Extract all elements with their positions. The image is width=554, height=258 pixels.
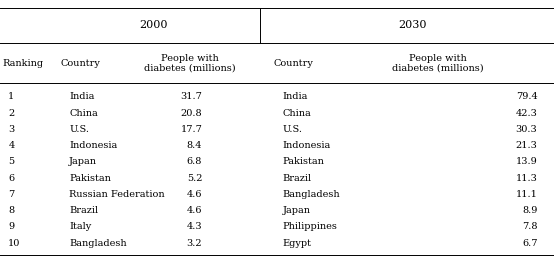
Text: Country: Country	[274, 59, 314, 68]
Text: 20.8: 20.8	[181, 109, 202, 117]
Text: 6: 6	[8, 174, 14, 182]
Text: 79.4: 79.4	[516, 92, 537, 101]
Text: Japan: Japan	[69, 157, 98, 166]
Text: 5.2: 5.2	[187, 174, 202, 182]
Text: Philippines: Philippines	[283, 222, 337, 231]
Text: 11.1: 11.1	[516, 190, 537, 199]
Text: 3: 3	[8, 125, 14, 134]
Text: U.S.: U.S.	[283, 125, 302, 134]
Text: Pakistan: Pakistan	[69, 174, 111, 182]
Text: 5: 5	[8, 157, 14, 166]
Text: 3.2: 3.2	[187, 239, 202, 247]
Text: 6.8: 6.8	[187, 157, 202, 166]
Text: 8.9: 8.9	[522, 206, 537, 215]
Text: 17.7: 17.7	[181, 125, 202, 134]
Text: 31.7: 31.7	[181, 92, 202, 101]
Text: Country: Country	[60, 59, 100, 68]
Text: Brazil: Brazil	[283, 174, 312, 182]
Text: Bangladesh: Bangladesh	[283, 190, 340, 199]
Text: People with
diabetes (millions): People with diabetes (millions)	[144, 53, 235, 73]
Text: 7.8: 7.8	[522, 222, 537, 231]
Text: 2: 2	[8, 109, 14, 117]
Text: 7: 7	[8, 190, 14, 199]
Text: Ranking: Ranking	[3, 59, 44, 68]
Text: 4.6: 4.6	[187, 206, 202, 215]
Text: 8.4: 8.4	[187, 141, 202, 150]
Text: 6.7: 6.7	[522, 239, 537, 247]
Text: India: India	[69, 92, 95, 101]
Text: China: China	[283, 109, 311, 117]
Text: Indonesia: Indonesia	[69, 141, 117, 150]
Text: 13.9: 13.9	[516, 157, 537, 166]
Text: U.S.: U.S.	[69, 125, 89, 134]
Text: Japan: Japan	[283, 206, 311, 215]
Text: 10: 10	[8, 239, 20, 247]
Text: 11.3: 11.3	[516, 174, 537, 182]
Text: Indonesia: Indonesia	[283, 141, 331, 150]
Text: 1: 1	[8, 92, 14, 101]
Text: Russian Federation: Russian Federation	[69, 190, 165, 199]
Text: 4: 4	[8, 141, 14, 150]
Text: 4.3: 4.3	[187, 222, 202, 231]
Text: 21.3: 21.3	[516, 141, 537, 150]
Text: 8: 8	[8, 206, 14, 215]
Text: China: China	[69, 109, 98, 117]
Text: 42.3: 42.3	[516, 109, 537, 117]
Text: 4.6: 4.6	[187, 190, 202, 199]
Text: Italy: Italy	[69, 222, 91, 231]
Text: Bangladesh: Bangladesh	[69, 239, 127, 247]
Text: Egypt: Egypt	[283, 239, 311, 247]
Text: Pakistan: Pakistan	[283, 157, 325, 166]
Text: Brazil: Brazil	[69, 206, 99, 215]
Text: People with
diabetes (millions): People with diabetes (millions)	[392, 53, 484, 73]
Text: India: India	[283, 92, 308, 101]
Text: 2030: 2030	[398, 20, 427, 29]
Text: 30.3: 30.3	[516, 125, 537, 134]
Text: 9: 9	[8, 222, 14, 231]
Text: 2000: 2000	[140, 20, 168, 29]
